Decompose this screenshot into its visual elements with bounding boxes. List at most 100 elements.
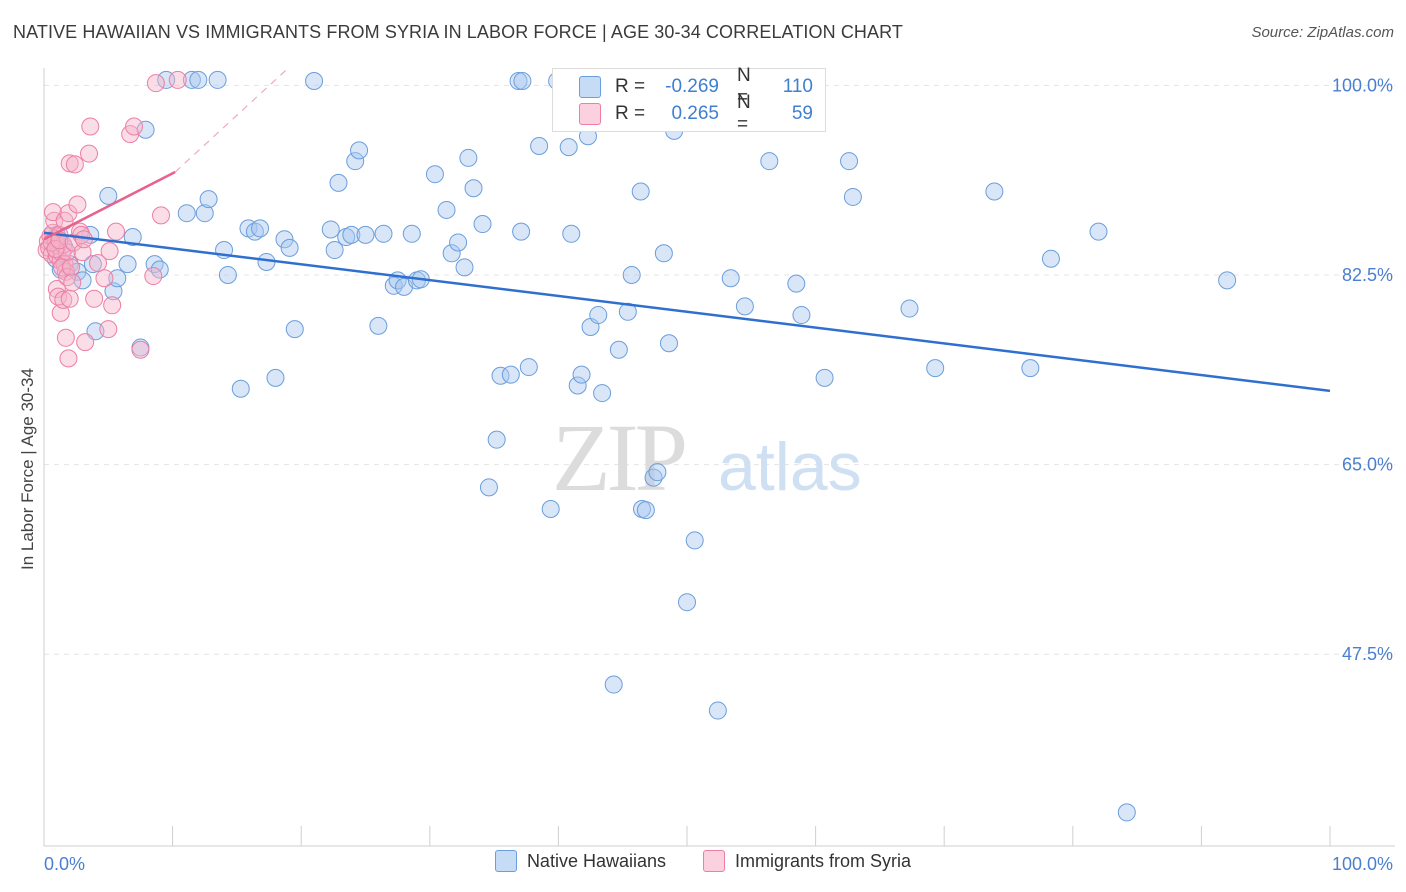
native-hawaiian-point <box>1041 249 1060 268</box>
syria-point <box>65 155 84 174</box>
native-hawaiian-point <box>900 299 919 318</box>
native-hawaiian-point <box>251 219 270 238</box>
syria-point <box>62 258 81 277</box>
native-hawaiian-point <box>593 384 612 403</box>
native-hawaiian-point <box>195 204 214 223</box>
native-hawaiian-point <box>189 70 208 89</box>
native-hawaiian-point <box>636 501 655 520</box>
y-tick-label: 82.5% <box>1342 265 1393 285</box>
watermark-atlas: atlas <box>718 429 862 505</box>
trend-lines <box>43 67 1331 393</box>
y-tick-label: 65.0% <box>1342 455 1393 475</box>
native-hawaiian-point <box>325 241 344 260</box>
native-hawaiian-point <box>568 376 587 395</box>
native-hawaiian-point <box>459 148 478 167</box>
native-hawaiian-point <box>840 152 859 171</box>
stats-swatch-pink <box>579 103 601 125</box>
native-hawaiian-point <box>346 152 365 171</box>
syria-point <box>54 290 73 309</box>
legend-label: Immigrants from Syria <box>735 850 912 871</box>
syria-trend-line <box>43 170 176 241</box>
native-hawaiian-point <box>501 365 520 384</box>
native-hawaiian-point <box>305 72 324 91</box>
native-hawaiian-point <box>760 152 779 171</box>
native-hawaiian-point <box>182 70 201 89</box>
native-hawaiian-point <box>83 255 102 274</box>
syria-point <box>58 268 77 287</box>
legend-item-native-hawaiians[interactable]: Native Hawaiians <box>494 850 666 872</box>
stats-r-value: 0.265 <box>671 103 719 124</box>
native-hawaiian-point <box>609 340 628 359</box>
syria-point <box>56 328 75 347</box>
native-hawaiian-point <box>449 233 468 252</box>
native-hawaiian-point <box>678 593 696 612</box>
syria-point <box>107 222 126 241</box>
legend-swatch-pink <box>703 850 726 872</box>
syria-point <box>60 289 79 308</box>
native-hawaiian-point <box>513 72 532 91</box>
native-hawaiian-point <box>512 222 531 241</box>
zipatlas-watermark: ZIP atlas <box>552 404 862 511</box>
native-hawaiian-point <box>685 531 704 550</box>
y-tick-label: 100.0% <box>1332 75 1393 95</box>
native-hawaiian-point <box>245 222 264 241</box>
native-hawaiian-point <box>787 274 806 293</box>
native-hawaiian-point <box>654 244 673 263</box>
native-hawaiian-point <box>108 269 127 288</box>
native-hawaiian-point <box>442 244 461 263</box>
native-hawaiian-point <box>473 215 492 234</box>
native-hawaiian-point <box>231 379 250 398</box>
syria-point <box>73 243 92 262</box>
stats-r-label: R = <box>615 76 646 97</box>
native-hawaiian-point <box>266 368 285 387</box>
legend-label: Native Hawaiians <box>526 850 666 871</box>
stats-n-label: N = <box>737 92 751 135</box>
native-hawaiian-point <box>604 675 623 694</box>
watermark-zip: ZIP <box>552 404 685 511</box>
native-hawaiian-point <box>509 72 528 91</box>
stats-r-label: R = <box>615 103 646 124</box>
native-hawaiian-point <box>275 230 294 249</box>
native-hawaiian-point <box>199 190 218 209</box>
native-hawaiian-point <box>708 701 727 720</box>
source-credit: Source: ZipAtlas.com <box>1251 24 1394 41</box>
y-tick-label: 47.5% <box>1342 644 1393 664</box>
native-hawaiian-point <box>218 265 237 284</box>
syria-point <box>100 242 119 261</box>
syria-point <box>89 254 108 273</box>
native-hawaiian-point <box>437 200 456 219</box>
native-hawaiian-point <box>479 478 498 497</box>
grid-lines <box>44 84 1395 655</box>
syria-point <box>68 195 87 214</box>
native-hawaiian-point <box>350 141 369 160</box>
native-hawaiian-point <box>369 316 388 335</box>
syria-points <box>37 70 187 368</box>
syria-point <box>146 74 165 93</box>
syria-point <box>131 340 150 359</box>
syria-point <box>53 258 72 277</box>
native-hawaiian-point <box>815 368 834 387</box>
native-hawaiian-point <box>487 430 506 449</box>
syria-point <box>46 239 65 258</box>
syria-point <box>63 273 82 292</box>
syria-point <box>99 320 118 339</box>
legend: Native Hawaiians Immigrants from Syria <box>0 850 1406 877</box>
syria-point <box>64 233 83 252</box>
syria-point <box>80 144 99 163</box>
native-hawaiian-point <box>622 265 641 284</box>
syria-point <box>152 206 171 225</box>
stats-box: R = -0.269 N = 110 R = 0.265 N = 59 <box>552 65 826 135</box>
native-hawaiian-point <box>329 173 348 192</box>
native-hawaiian-point <box>530 137 549 156</box>
native-hawaiian-point <box>464 179 483 198</box>
native-hawaiians-trend-line <box>43 231 1331 393</box>
syria-point <box>85 289 104 308</box>
native-hawaiian-point <box>285 320 304 339</box>
stats-n-value: 110 <box>782 76 813 97</box>
native-hawaiian-point <box>589 306 608 325</box>
legend-item-syria[interactable]: Immigrants from Syria <box>703 850 911 872</box>
syria-point <box>76 333 95 352</box>
syria-point <box>168 70 187 89</box>
stats-n-label: N = <box>737 65 751 108</box>
